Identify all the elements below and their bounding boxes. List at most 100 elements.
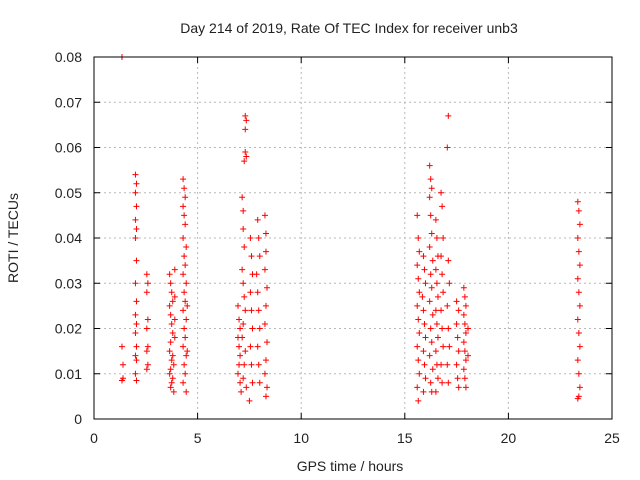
data-point — [180, 235, 187, 241]
data-point — [256, 325, 263, 332]
data-point — [574, 316, 581, 323]
data-point — [248, 253, 255, 260]
data-point — [184, 348, 191, 355]
data-point — [427, 212, 434, 219]
data-point — [144, 361, 151, 368]
data-point — [256, 253, 263, 260]
data-point — [180, 271, 187, 278]
data-point — [421, 361, 428, 368]
data-point — [132, 189, 139, 196]
data-point — [416, 330, 423, 337]
data-point — [168, 289, 175, 296]
data-point — [461, 375, 468, 382]
data-point — [264, 339, 271, 346]
data-point — [182, 370, 189, 377]
data-point — [171, 293, 178, 300]
data-point — [261, 370, 268, 377]
data-point — [461, 320, 468, 327]
data-point — [243, 153, 250, 160]
data-point — [414, 343, 421, 350]
data-point — [237, 379, 244, 386]
y-tick-label: 0.05 — [55, 185, 82, 201]
data-point — [575, 207, 582, 214]
data-point — [414, 384, 421, 391]
data-point — [432, 216, 439, 223]
data-point — [576, 221, 583, 228]
y-tick-label: 0.06 — [55, 140, 82, 156]
data-point — [166, 348, 173, 355]
data-point — [132, 235, 139, 241]
data-point — [421, 266, 428, 273]
data-point — [419, 293, 426, 300]
data-point — [454, 375, 461, 382]
data-point — [181, 325, 188, 332]
data-point — [426, 194, 433, 201]
data-point — [264, 284, 271, 291]
data-point — [445, 325, 452, 332]
y-tick-label: 0.04 — [55, 230, 82, 246]
data-point — [461, 348, 468, 355]
data-point — [438, 253, 445, 260]
data-point — [427, 325, 434, 332]
data-point — [460, 366, 467, 373]
data-point — [439, 379, 446, 386]
data-point — [416, 370, 423, 377]
data-point — [426, 244, 433, 251]
data-point — [132, 330, 139, 337]
data-point — [262, 357, 269, 364]
data-point — [455, 348, 462, 355]
data-point — [433, 280, 440, 287]
data-point — [181, 361, 188, 368]
data-points — [118, 54, 583, 404]
data-point — [462, 357, 469, 364]
data-point — [182, 298, 189, 305]
data-point — [422, 280, 429, 287]
data-point — [428, 284, 435, 291]
data-point — [255, 235, 262, 241]
data-point — [143, 325, 150, 332]
y-tick-label: 0.07 — [55, 94, 82, 110]
data-point — [576, 302, 583, 309]
data-point — [432, 266, 439, 273]
plot-frame — [93, 56, 613, 420]
chart-title: Day 214 of 2019, Rate Of TEC Index for r… — [180, 20, 518, 36]
data-point — [432, 348, 439, 355]
data-point — [439, 203, 446, 210]
data-point — [167, 339, 174, 346]
data-point — [182, 194, 189, 201]
data-point — [167, 384, 174, 391]
data-point — [415, 235, 422, 241]
data-point — [238, 388, 245, 395]
data-point — [453, 361, 460, 368]
data-point — [462, 302, 469, 309]
data-point — [246, 397, 253, 404]
data-point — [254, 343, 261, 350]
data-point — [464, 352, 471, 359]
data-point — [240, 320, 247, 327]
data-point — [240, 225, 247, 232]
data-point — [575, 289, 582, 296]
data-point — [169, 375, 176, 382]
data-point — [445, 112, 452, 119]
data-point — [242, 112, 249, 119]
data-point — [421, 320, 428, 327]
data-point — [434, 334, 441, 341]
data-point — [261, 320, 268, 327]
data-point — [576, 262, 583, 269]
data-point — [183, 352, 190, 359]
data-point — [132, 216, 139, 223]
data-point — [429, 366, 436, 373]
data-point — [261, 266, 268, 273]
data-point — [434, 293, 441, 300]
data-point — [248, 307, 255, 314]
data-point — [237, 325, 244, 332]
data-point — [428, 185, 435, 192]
data-point — [264, 384, 271, 391]
y-tick-label: 0.03 — [55, 275, 82, 291]
data-point — [166, 302, 173, 309]
data-point — [118, 343, 125, 350]
data-point — [574, 198, 581, 205]
data-point — [414, 212, 421, 219]
data-point — [143, 348, 150, 355]
